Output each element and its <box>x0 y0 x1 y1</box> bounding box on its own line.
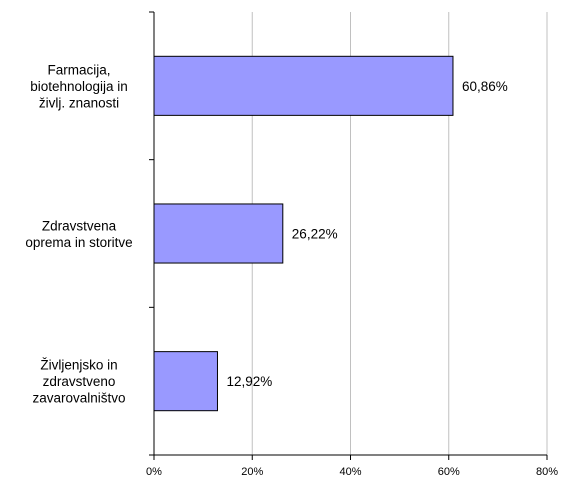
category-label: Farmacija, biotehnologija in življ. znanos… <box>30 62 128 110</box>
data-label: 26,22% <box>292 227 338 242</box>
x-tick-label: 40% <box>339 466 361 478</box>
bar <box>153 55 454 116</box>
category-label-line: življ. znanosti <box>39 95 119 110</box>
category-label-line: Zdravstvena <box>42 218 117 233</box>
category-label-line: zdravstveno <box>43 374 116 389</box>
labels: 0% 20% 40% 60% 80% 60,86% Farmacija, biotehnolo… <box>25 62 558 478</box>
category-label-line: oprema in storitve <box>25 235 132 250</box>
x-tick-label: 80% <box>536 466 558 478</box>
data-label: 12,92% <box>226 374 272 389</box>
category-label-line: zavarovalništvo <box>32 391 125 406</box>
bar <box>153 351 218 412</box>
category-label-line: Farmacija, <box>47 62 110 77</box>
category-label-line: biotehnologija in <box>30 79 128 94</box>
x-tick-label: 0% <box>146 466 162 478</box>
x-tick-label: 20% <box>241 466 263 478</box>
category-label-line: Življenjsko in <box>40 358 117 373</box>
category-label: Zdravstvena oprema in storitve <box>25 218 132 250</box>
category-label: Življenjsko in zdravstveno zavarovalništvo <box>32 358 125 406</box>
bars <box>153 55 454 412</box>
bar <box>153 203 284 264</box>
x-tick-label: 60% <box>438 466 460 478</box>
data-label: 60,86% <box>462 79 508 94</box>
